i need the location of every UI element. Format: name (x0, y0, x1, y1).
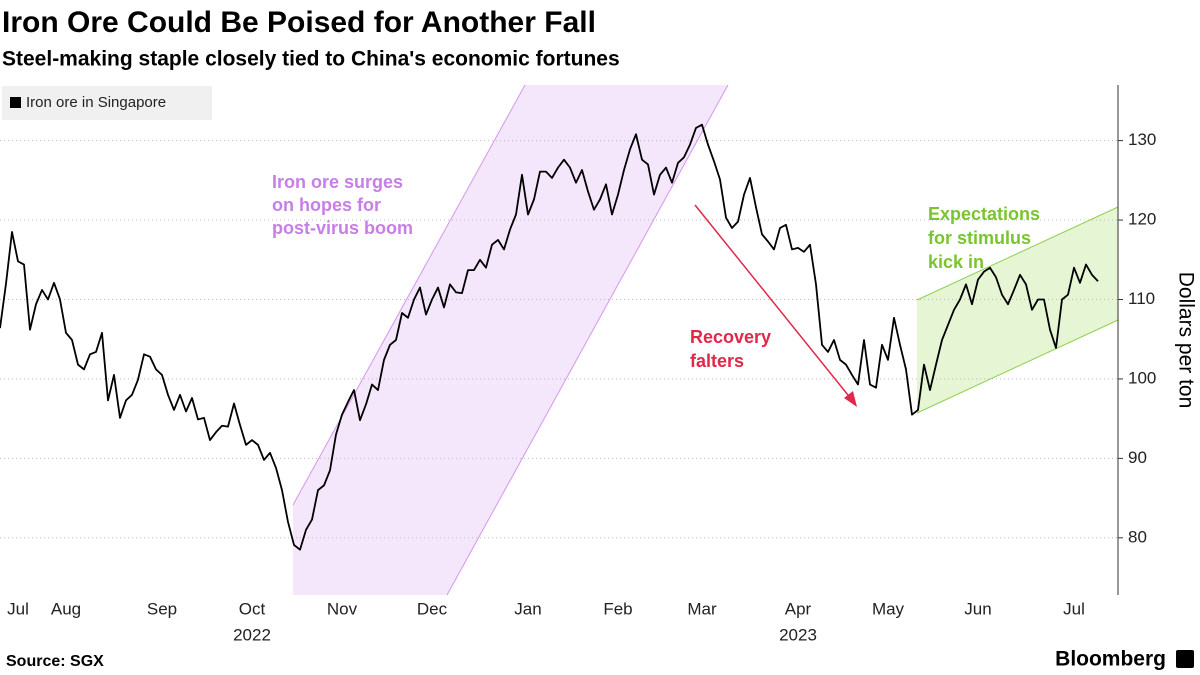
annotation: for stimulus (928, 228, 1031, 248)
x-tick-label: Oct (239, 599, 266, 618)
chart-subtitle: Steel-making staple closely tied to Chin… (2, 48, 620, 71)
y-tick-label: 120 (1128, 210, 1156, 229)
y-tick-label: 110 (1128, 289, 1155, 308)
falters-arrowhead (844, 391, 857, 407)
stimulus-band-edge (916, 319, 1119, 414)
legend-swatch (10, 97, 21, 108)
x-tick-label: Jun (964, 599, 991, 618)
annotation: on hopes for (272, 195, 381, 215)
x-tick-label: Jan (514, 599, 541, 618)
x-tick-label: Dec (417, 599, 448, 618)
annotation: kick in (928, 252, 984, 272)
brand: Bloomberg (1055, 648, 1166, 671)
stimulus-band-edge (916, 206, 1119, 301)
surge-band-edge (446, 84, 729, 596)
legend-box (2, 86, 212, 120)
y-tick-label: 90 (1128, 448, 1147, 467)
falters-arrow (694, 204, 853, 401)
surge-band-edge (292, 84, 526, 506)
annotation: Recovery (690, 327, 771, 347)
y-tick-label: 100 (1128, 368, 1156, 387)
stimulus-band (917, 207, 1118, 413)
annotation: Iron ore surges (272, 172, 403, 192)
x-tick-label: May (872, 599, 905, 618)
x-tick-label: Mar (687, 599, 717, 618)
x-tick-label: Aug (51, 599, 81, 618)
chart-title: Iron Ore Could Be Poised for Another Fal… (2, 6, 596, 39)
year-label: 2023 (779, 625, 817, 644)
brand-icon (1176, 650, 1194, 668)
x-tick-label: Feb (603, 599, 632, 618)
legend-label: Iron ore in Singapore (26, 94, 166, 111)
year-label: 2022 (233, 625, 271, 644)
y-tick-label: 130 (1128, 130, 1156, 149)
annotation: falters (690, 351, 744, 371)
x-tick-label: Apr (785, 599, 812, 618)
surge-band (293, 85, 728, 595)
price-line (0, 123, 1099, 551)
x-tick-label: Sep (147, 599, 177, 618)
x-tick-label: Nov (327, 599, 358, 618)
x-tick-label: Jul (7, 599, 29, 618)
source: Source: SGX (6, 653, 104, 670)
y-tick-label: 80 (1128, 527, 1147, 546)
annotation: post-virus boom (272, 218, 413, 238)
x-tick-label: Jul (1063, 599, 1085, 618)
y-axis-label: Dollars per ton (1174, 272, 1197, 409)
annotation: Expectations (928, 204, 1040, 224)
